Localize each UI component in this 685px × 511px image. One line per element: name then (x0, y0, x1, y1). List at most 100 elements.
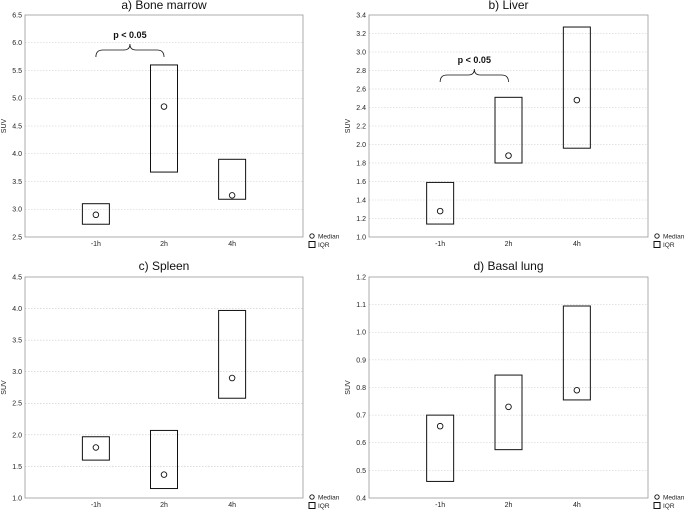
legend-median-icon (309, 233, 315, 239)
y-tick-label: 3.0 (12, 369, 22, 376)
y-tick-label: 2.0 (12, 432, 22, 439)
y-tick-label: 4.5 (12, 274, 22, 281)
median-marker (436, 422, 444, 430)
y-tick-label: 4.0 (12, 306, 22, 313)
median-marker (573, 387, 581, 394)
y-tick-label: 2.6 (356, 86, 366, 93)
median-marker (92, 211, 100, 219)
plot-frame (368, 276, 649, 499)
y-tick-label: 1.8 (356, 160, 366, 167)
y-tick-label: 3.2 (356, 31, 366, 38)
y-tick-label: 2.0 (356, 142, 366, 149)
chart-title: b) Liver (488, 0, 528, 12)
iqr-box (494, 96, 523, 164)
median-marker (436, 207, 444, 215)
median-marker (505, 152, 512, 159)
legend-iqr-icon (308, 241, 316, 248)
iqr-box (494, 374, 523, 451)
y-tick-label: 3.0 (12, 207, 22, 214)
y-tick-label: 3.0 (356, 49, 366, 56)
legend-iqr-label: IQR (318, 503, 330, 510)
y-tick-label: 1.4 (356, 197, 366, 204)
y-tick-label: 1.0 (356, 330, 366, 337)
chart-panel-4: d) Basal lung 0.4 0.5 0.6 0.7 0.8 0.9 1.0 1.1 1.2… (345, 259, 685, 510)
x-tick-label: 4h (228, 502, 236, 509)
iqr-box (81, 436, 110, 461)
significance-brace (439, 68, 509, 83)
y-tick-label: 3.5 (12, 338, 22, 345)
legend-iqr-icon (653, 241, 661, 248)
y-tick-label: 1.1 (356, 302, 366, 309)
chart-title: c) Spleen (139, 259, 190, 273)
y-tick-label: 0.4 (356, 495, 366, 502)
significance-brace (95, 43, 165, 58)
legend-median-icon (654, 494, 660, 500)
median-marker (228, 192, 236, 199)
median-marker (505, 403, 512, 411)
y-tick-label: 1.5 (12, 464, 22, 471)
iqr-box (81, 203, 110, 225)
y-tick-label: 2.5 (12, 234, 22, 241)
y-tick-label: 1.0 (12, 495, 22, 502)
y-tick-label: 0.5 (356, 468, 366, 475)
y-tick-label: 0.9 (356, 357, 366, 364)
y-tick-label: 4.5 (12, 123, 22, 130)
y-axis-label: SUV (345, 380, 352, 395)
legend-iqr-label: IQR (663, 242, 675, 249)
plot-frame (24, 14, 304, 238)
chart-panel-3: c) Spleen 1.0 1.5 2.0 2.5 3.0 3.5 4.0 4.5 SUV -1h 2… (1, 259, 340, 510)
x-tick-label: -1h (435, 241, 445, 248)
y-tick-label: 0.8 (356, 385, 366, 392)
y-tick-label: 3.5 (12, 179, 22, 186)
significance-label: p < 0.05 (113, 30, 146, 40)
y-tick-label: 3.4 (356, 12, 366, 19)
plot-frame (368, 14, 649, 238)
y-tick-label: 6.0 (12, 40, 22, 47)
iqr-box (426, 181, 455, 225)
significance-label: p < 0.05 (458, 55, 491, 65)
y-tick-label: 0.7 (356, 413, 366, 420)
y-axis-label: SUV (1, 380, 8, 395)
chart-title: d) Basal lung (473, 259, 543, 273)
x-tick-label: 4h (573, 502, 581, 509)
plot-frame (24, 276, 304, 499)
legend-median-label: Median (663, 494, 685, 501)
median-marker (160, 471, 168, 478)
median-marker (573, 96, 581, 104)
iqr-box (426, 414, 455, 482)
iqr-box (562, 305, 591, 401)
y-tick-label: 2.2 (356, 123, 366, 130)
y-tick-label: 4.0 (12, 151, 22, 158)
y-tick-label: 1.0 (356, 234, 366, 241)
legend-iqr-label: IQR (663, 503, 675, 510)
chart-title: a) Bone marrow (121, 0, 207, 12)
iqr-box (218, 158, 247, 200)
chart-panel-1: a) Bone marrow 2.5 3.0 3.5 4.0 4.5 5.0 5.5 6.0 6.… (1, 0, 340, 249)
y-axis-label: SUV (345, 118, 352, 133)
iqr-box (218, 309, 247, 399)
y-tick-label: 6.5 (12, 12, 22, 19)
x-tick-label: 4h (228, 241, 236, 248)
legend-median-icon (309, 494, 315, 500)
iqr-box (150, 64, 178, 173)
legend-iqr-icon (653, 502, 661, 509)
iqr-box (150, 429, 178, 490)
y-tick-label: 0.6 (356, 440, 366, 447)
x-tick-label: 2h (160, 502, 168, 509)
median-marker (160, 103, 168, 110)
x-tick-label: 2h (505, 502, 513, 509)
y-tick-label: 5.5 (12, 68, 22, 75)
x-tick-label: -1h (91, 241, 101, 248)
chart-panel-2: b) Liver 1.0 1.2 1.4 1.6 1.8 2.0 2.2 2.4 2.6 2.8 3.… (345, 0, 685, 249)
y-tick-label: 1.2 (356, 274, 366, 281)
y-tick-label: 2.5 (12, 401, 22, 408)
x-tick-label: -1h (435, 502, 445, 509)
iqr-box (562, 26, 591, 149)
median-marker (228, 374, 236, 382)
y-tick-label: 2.8 (356, 68, 366, 75)
median-marker (92, 444, 100, 451)
y-axis-label: SUV (1, 118, 8, 133)
legend-median-icon (654, 233, 660, 239)
legend-median-label: Median (318, 494, 340, 501)
x-tick-label: 4h (573, 241, 581, 248)
